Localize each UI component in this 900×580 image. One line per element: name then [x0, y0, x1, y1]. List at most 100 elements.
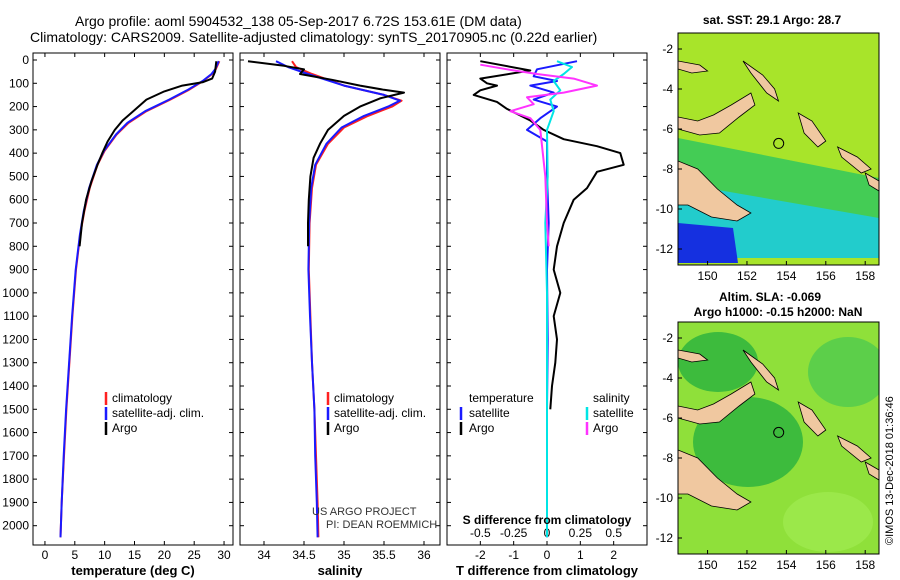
lat-tick-label: -12 [656, 242, 674, 256]
depth-tick-label: 1600 [2, 426, 29, 440]
series-line-satellite-adj-clim- [59, 60, 220, 538]
lon-tick-label: 154 [776, 269, 796, 283]
series-line-climatology [59, 60, 221, 538]
land-mass [678, 449, 752, 511]
difference-plot: -2 -1 0 1 2-0.5 -0.25 0 0.25 0.5 [470, 53, 625, 562]
land-mass [864, 461, 879, 481]
land-mass [742, 349, 780, 391]
series-line-t-satellite [526, 60, 578, 538]
x-tick-label: 35.5 [372, 548, 396, 562]
series-line-satellite-adj-clim- [275, 60, 401, 538]
map-frame [677, 32, 880, 266]
depth-tick-label: 500 [9, 169, 29, 183]
x-tick-label: 20 [158, 548, 172, 562]
x-tick-label: 30 [217, 548, 231, 562]
depth-tick-label: 0 [22, 53, 29, 67]
temperature-plot: 0 5 10 15 20 25 30 [42, 53, 231, 562]
depth-tick-label: 300 [9, 123, 29, 137]
series-line-argo [247, 60, 405, 247]
depth-tick-label: 2000 [2, 519, 29, 533]
x-tick-label: 36 [417, 548, 431, 562]
depth-tick-label: 800 [9, 239, 29, 253]
x-tick-label: -2 [475, 548, 486, 562]
lat-tick-label: -8 [662, 451, 673, 465]
depth-tick-label: 600 [9, 193, 29, 207]
x-tick-label: 34.5 [292, 548, 316, 562]
depth-tick-label: 200 [9, 100, 29, 114]
lat-tick-label: -2 [662, 331, 673, 345]
salinity-xlabel: salinity [318, 563, 364, 578]
sst-map-title: sat. SST: 29.1 Argo: 28.7 [703, 13, 842, 27]
lat-tick-label: -12 [656, 531, 674, 545]
land-mass [678, 92, 756, 136]
land-mass [678, 60, 709, 74]
land-mass [864, 172, 879, 192]
difference-xlabel: T difference from climatology [456, 563, 639, 578]
x-tick-label: 25 [188, 548, 202, 562]
depth-axis: 0 100 200 300 400 500 600 700 800 900 1000 1100 1200… [2, 53, 647, 533]
sla-high-region [783, 492, 873, 552]
float-position-marker [773, 426, 785, 438]
depth-tick-label: 1400 [2, 379, 29, 393]
credit-line1: US ARGO PROJECT [312, 506, 417, 518]
depth-tick-label: 400 [9, 146, 29, 160]
x-tick-label: 34 [257, 548, 271, 562]
series-line-s-argo [480, 63, 598, 247]
land-mass [678, 160, 752, 222]
legend-t-argo: Argo [469, 421, 495, 435]
depth-tick-label: 1800 [2, 472, 29, 486]
legend-temperature-header: temperature [469, 391, 534, 405]
imos-stamp: ©IMOS 13-Dec-2018 01:36:46 [884, 396, 896, 545]
s-diff-tick-label: -0.5 [470, 526, 491, 540]
x-tick-label: 0 [544, 548, 551, 562]
lon-tick-label: 152 [737, 558, 757, 572]
series-line-argo [78, 61, 218, 247]
legend-argo: Argo [334, 421, 360, 435]
series-line-t-argo [472, 60, 625, 410]
series-line-s-satellite [544, 60, 573, 538]
legend-s-satellite: satellite [593, 406, 634, 420]
temperature-legend: climatology satellite-adj. clim. Argo [104, 391, 204, 435]
depth-tick-label: 100 [9, 76, 29, 90]
lat-tick-label: -6 [662, 122, 673, 136]
difference-top-xlabel: S difference from climatology [463, 513, 632, 527]
x-tick-label: 5 [71, 548, 78, 562]
s-diff-tick-label: 0.5 [605, 526, 622, 540]
depth-tick-label: 1900 [2, 495, 29, 509]
land-mass [678, 381, 756, 425]
legend-salinity-header: salinity [593, 391, 630, 405]
depth-tick-label: 1300 [2, 356, 29, 370]
depth-tick-label: 1200 [2, 332, 29, 346]
lat-tick-label: -10 [656, 491, 674, 505]
depth-tick-label: 1700 [2, 449, 29, 463]
x-tick-label: 15 [128, 548, 142, 562]
salinity-plot: 34 34.5 35 35.5 36 [247, 53, 431, 562]
title-line1: Argo profile: aoml 5904532_138 05-Sep-20… [75, 13, 522, 29]
land-mass [836, 435, 872, 463]
s-diff-tick-label: 0.25 [569, 526, 593, 540]
lon-tick-label: 150 [698, 558, 718, 572]
lon-tick-label: 156 [816, 269, 836, 283]
legend-t-satellite: satellite [469, 406, 510, 420]
legend-satellite: satellite-adj. clim. [112, 406, 204, 420]
lat-tick-label: -4 [662, 371, 673, 385]
land-mass [742, 60, 780, 102]
land-mass [797, 401, 827, 437]
map-frame [677, 321, 880, 555]
legend-climatology: climatology [112, 391, 172, 405]
legend-s-argo: Argo [593, 421, 619, 435]
land-mass [836, 146, 872, 174]
sla-low-region [678, 332, 758, 392]
depth-tick-label: 900 [9, 263, 29, 277]
lat-tick-label: -2 [662, 42, 673, 56]
sst-map: -2 -4 -6 -8 -10 -12 150 152 154 156 158 [656, 32, 880, 283]
lon-tick-label: 158 [855, 269, 875, 283]
lon-tick-label: 152 [737, 269, 757, 283]
legend-climatology: climatology [334, 391, 394, 405]
credit-line2: PI: DEAN ROEMMICH [326, 519, 437, 531]
sla-map-title-line2: Argo h1000: -0.15 h2000: NaN [694, 305, 863, 319]
legend-argo: Argo [112, 421, 138, 435]
x-tick-label: 2 [610, 548, 617, 562]
lat-tick-label: -6 [662, 411, 673, 425]
